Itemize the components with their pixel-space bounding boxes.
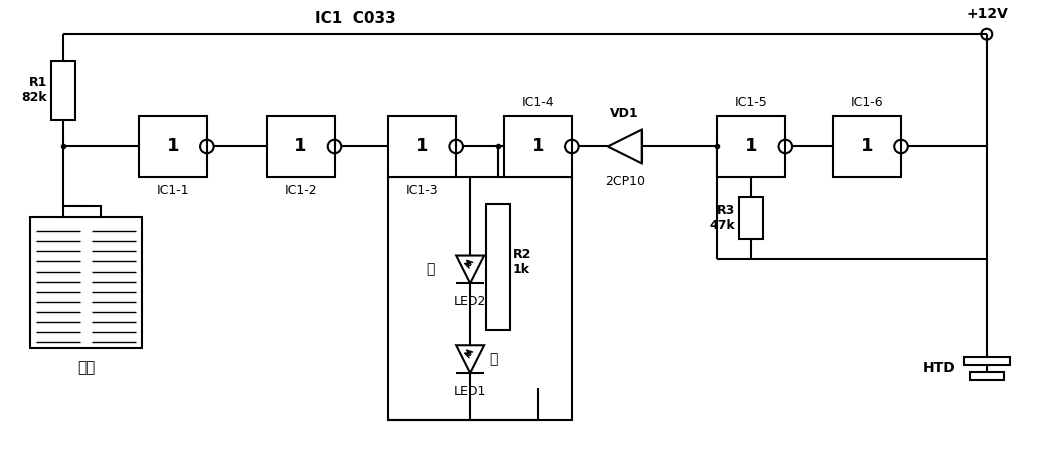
Text: VD1: VD1 <box>610 106 639 120</box>
Text: +12V: +12V <box>967 7 1009 21</box>
Bar <box>63 206 101 217</box>
Text: 2CP10: 2CP10 <box>605 175 645 189</box>
Text: IC1  C033: IC1 C033 <box>316 11 396 26</box>
Text: 绿: 绿 <box>489 352 498 366</box>
Polygon shape <box>608 129 642 163</box>
Polygon shape <box>457 256 484 283</box>
Text: 1: 1 <box>416 138 428 156</box>
Bar <box>139 115 207 177</box>
Text: R3
47k: R3 47k <box>710 204 735 232</box>
Text: LED1: LED1 <box>454 385 486 398</box>
Text: IC1-2: IC1-2 <box>284 184 317 197</box>
Bar <box>388 115 457 177</box>
Polygon shape <box>457 345 484 373</box>
Text: IC1-5: IC1-5 <box>735 96 768 109</box>
Text: 1: 1 <box>295 138 307 156</box>
Text: LED2: LED2 <box>454 295 486 308</box>
Text: IC1-6: IC1-6 <box>851 96 884 109</box>
Bar <box>833 115 901 177</box>
Text: IC1-3: IC1-3 <box>406 184 439 197</box>
Bar <box>52 61 75 120</box>
Bar <box>504 115 572 177</box>
Text: 1: 1 <box>861 138 873 156</box>
Bar <box>388 177 572 420</box>
Text: R2
1k: R2 1k <box>513 248 531 276</box>
Bar <box>740 197 764 239</box>
Bar <box>31 217 142 348</box>
Bar <box>267 115 335 177</box>
Text: R1
82k: R1 82k <box>22 76 47 104</box>
Bar <box>717 115 785 177</box>
Text: IC1-1: IC1-1 <box>157 184 189 197</box>
Bar <box>964 357 1010 365</box>
Text: 红: 红 <box>426 262 434 276</box>
Text: IC1-4: IC1-4 <box>522 96 554 109</box>
Bar <box>486 204 510 330</box>
Text: 1: 1 <box>166 138 179 156</box>
Text: 水筱: 水筱 <box>77 360 96 375</box>
Text: HTD: HTD <box>923 361 956 375</box>
Text: 1: 1 <box>745 138 757 156</box>
Text: 1: 1 <box>531 138 544 156</box>
Bar <box>970 372 1004 380</box>
